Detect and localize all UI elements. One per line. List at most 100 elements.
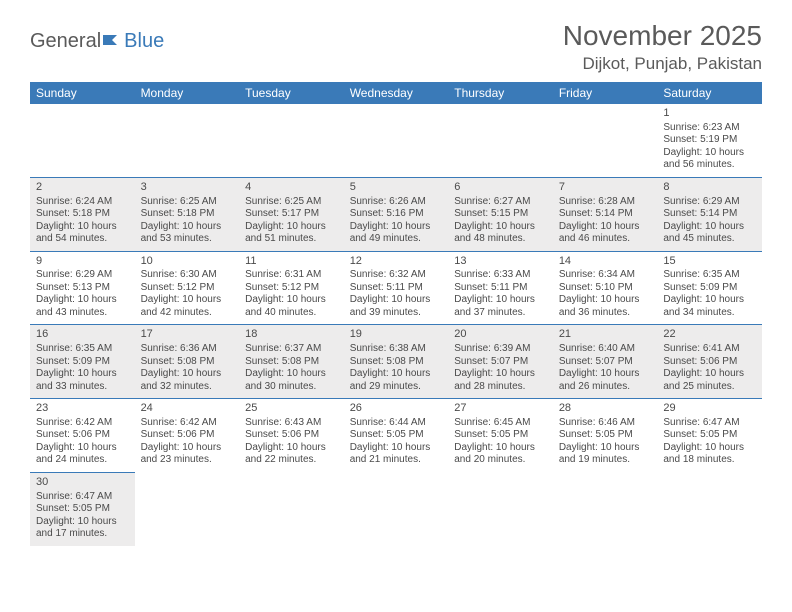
- sunset-text: Sunset: 5:11 PM: [350, 282, 443, 295]
- sunset-text: Sunset: 5:07 PM: [559, 356, 652, 369]
- calendar-cell: 17Sunrise: 6:36 AMSunset: 5:08 PMDayligh…: [135, 325, 240, 399]
- sunset-text: Sunset: 5:05 PM: [454, 429, 547, 442]
- sunset-text: Sunset: 5:08 PM: [245, 356, 338, 369]
- weekday-header: Monday: [135, 82, 240, 104]
- sunrise-text: Sunrise: 6:43 AM: [245, 417, 338, 430]
- sunrise-text: Sunrise: 6:41 AM: [663, 343, 756, 356]
- header: General Blue November 2025 Dijkot, Punjab…: [30, 20, 762, 74]
- day-number: 12: [350, 255, 443, 269]
- day-number: 13: [454, 255, 547, 269]
- weekday-header: Sunday: [30, 82, 135, 104]
- weekday-header: Wednesday: [344, 82, 449, 104]
- calendar-cell: [135, 472, 240, 545]
- calendar-cell: 27Sunrise: 6:45 AMSunset: 5:05 PMDayligh…: [448, 399, 553, 473]
- daylight-text: Daylight: 10 hours and 34 minutes.: [663, 294, 756, 319]
- daylight-text: Daylight: 10 hours and 29 minutes.: [350, 368, 443, 393]
- calendar-cell: [239, 104, 344, 177]
- day-number: 23: [36, 402, 129, 416]
- sunrise-text: Sunrise: 6:42 AM: [141, 417, 234, 430]
- sunrise-text: Sunrise: 6:31 AM: [245, 269, 338, 282]
- sunset-text: Sunset: 5:05 PM: [36, 503, 129, 516]
- logo-text-blue: Blue: [124, 30, 164, 53]
- daylight-text: Daylight: 10 hours and 17 minutes.: [36, 516, 129, 541]
- daylight-text: Daylight: 10 hours and 56 minutes.: [663, 147, 756, 172]
- sunrise-text: Sunrise: 6:29 AM: [663, 196, 756, 209]
- calendar-week-row: 30Sunrise: 6:47 AMSunset: 5:05 PMDayligh…: [30, 472, 762, 545]
- calendar-cell: 8Sunrise: 6:29 AMSunset: 5:14 PMDaylight…: [657, 177, 762, 251]
- daylight-text: Daylight: 10 hours and 49 minutes.: [350, 221, 443, 246]
- sunrise-text: Sunrise: 6:42 AM: [36, 417, 129, 430]
- sunrise-text: Sunrise: 6:30 AM: [141, 269, 234, 282]
- calendar-cell: 16Sunrise: 6:35 AMSunset: 5:09 PMDayligh…: [30, 325, 135, 399]
- calendar-week-row: 2Sunrise: 6:24 AMSunset: 5:18 PMDaylight…: [30, 177, 762, 251]
- calendar-cell: 29Sunrise: 6:47 AMSunset: 5:05 PMDayligh…: [657, 399, 762, 473]
- day-number: 21: [559, 328, 652, 342]
- day-number: 29: [663, 402, 756, 416]
- calendar-week-row: 1Sunrise: 6:23 AMSunset: 5:19 PMDaylight…: [30, 104, 762, 177]
- sunset-text: Sunset: 5:06 PM: [141, 429, 234, 442]
- day-number: 11: [245, 255, 338, 269]
- daylight-text: Daylight: 10 hours and 45 minutes.: [663, 221, 756, 246]
- weekday-header: Thursday: [448, 82, 553, 104]
- sunrise-text: Sunrise: 6:46 AM: [559, 417, 652, 430]
- day-number: 25: [245, 402, 338, 416]
- calendar-cell: 3Sunrise: 6:25 AMSunset: 5:18 PMDaylight…: [135, 177, 240, 251]
- calendar-cell: 9Sunrise: 6:29 AMSunset: 5:13 PMDaylight…: [30, 251, 135, 325]
- sunset-text: Sunset: 5:14 PM: [559, 208, 652, 221]
- daylight-text: Daylight: 10 hours and 42 minutes.: [141, 294, 234, 319]
- sunrise-text: Sunrise: 6:36 AM: [141, 343, 234, 356]
- daylight-text: Daylight: 10 hours and 21 minutes.: [350, 442, 443, 467]
- calendar-cell: 24Sunrise: 6:42 AMSunset: 5:06 PMDayligh…: [135, 399, 240, 473]
- day-number: 18: [245, 328, 338, 342]
- title-block: November 2025 Dijkot, Punjab, Pakistan: [563, 20, 762, 74]
- sunrise-text: Sunrise: 6:32 AM: [350, 269, 443, 282]
- sunrise-text: Sunrise: 6:47 AM: [36, 491, 129, 504]
- day-number: 14: [559, 255, 652, 269]
- day-number: 20: [454, 328, 547, 342]
- calendar-cell: 30Sunrise: 6:47 AMSunset: 5:05 PMDayligh…: [30, 472, 135, 545]
- calendar-cell: 22Sunrise: 6:41 AMSunset: 5:06 PMDayligh…: [657, 325, 762, 399]
- calendar-cell: [553, 472, 658, 545]
- daylight-text: Daylight: 10 hours and 43 minutes.: [36, 294, 129, 319]
- daylight-text: Daylight: 10 hours and 26 minutes.: [559, 368, 652, 393]
- sunrise-text: Sunrise: 6:35 AM: [36, 343, 129, 356]
- sunrise-text: Sunrise: 6:25 AM: [245, 196, 338, 209]
- day-number: 28: [559, 402, 652, 416]
- day-number: 26: [350, 402, 443, 416]
- calendar-week-row: 16Sunrise: 6:35 AMSunset: 5:09 PMDayligh…: [30, 325, 762, 399]
- daylight-text: Daylight: 10 hours and 24 minutes.: [36, 442, 129, 467]
- day-number: 2: [36, 181, 129, 195]
- daylight-text: Daylight: 10 hours and 20 minutes.: [454, 442, 547, 467]
- day-number: 4: [245, 181, 338, 195]
- calendar-cell: 1Sunrise: 6:23 AMSunset: 5:19 PMDaylight…: [657, 104, 762, 177]
- sunset-text: Sunset: 5:06 PM: [245, 429, 338, 442]
- daylight-text: Daylight: 10 hours and 19 minutes.: [559, 442, 652, 467]
- sunset-text: Sunset: 5:12 PM: [245, 282, 338, 295]
- day-number: 8: [663, 181, 756, 195]
- day-number: 7: [559, 181, 652, 195]
- sunset-text: Sunset: 5:18 PM: [141, 208, 234, 221]
- calendar-week-row: 9Sunrise: 6:29 AMSunset: 5:13 PMDaylight…: [30, 251, 762, 325]
- sunrise-text: Sunrise: 6:26 AM: [350, 196, 443, 209]
- sunrise-text: Sunrise: 6:44 AM: [350, 417, 443, 430]
- weekday-header-row: Sunday Monday Tuesday Wednesday Thursday…: [30, 82, 762, 104]
- day-number: 24: [141, 402, 234, 416]
- sunset-text: Sunset: 5:10 PM: [559, 282, 652, 295]
- daylight-text: Daylight: 10 hours and 46 minutes.: [559, 221, 652, 246]
- sunrise-text: Sunrise: 6:27 AM: [454, 196, 547, 209]
- calendar-cell: 6Sunrise: 6:27 AMSunset: 5:15 PMDaylight…: [448, 177, 553, 251]
- logo-text-general: General: [30, 30, 101, 53]
- weekday-header: Tuesday: [239, 82, 344, 104]
- calendar-table: Sunday Monday Tuesday Wednesday Thursday…: [30, 82, 762, 546]
- sunset-text: Sunset: 5:14 PM: [663, 208, 756, 221]
- calendar-cell: 28Sunrise: 6:46 AMSunset: 5:05 PMDayligh…: [553, 399, 658, 473]
- sunset-text: Sunset: 5:11 PM: [454, 282, 547, 295]
- daylight-text: Daylight: 10 hours and 23 minutes.: [141, 442, 234, 467]
- day-number: 30: [36, 476, 129, 490]
- calendar-cell: 10Sunrise: 6:30 AMSunset: 5:12 PMDayligh…: [135, 251, 240, 325]
- calendar-cell: 11Sunrise: 6:31 AMSunset: 5:12 PMDayligh…: [239, 251, 344, 325]
- calendar-cell: 14Sunrise: 6:34 AMSunset: 5:10 PMDayligh…: [553, 251, 658, 325]
- day-number: 17: [141, 328, 234, 342]
- weekday-header: Saturday: [657, 82, 762, 104]
- day-number: 9: [36, 255, 129, 269]
